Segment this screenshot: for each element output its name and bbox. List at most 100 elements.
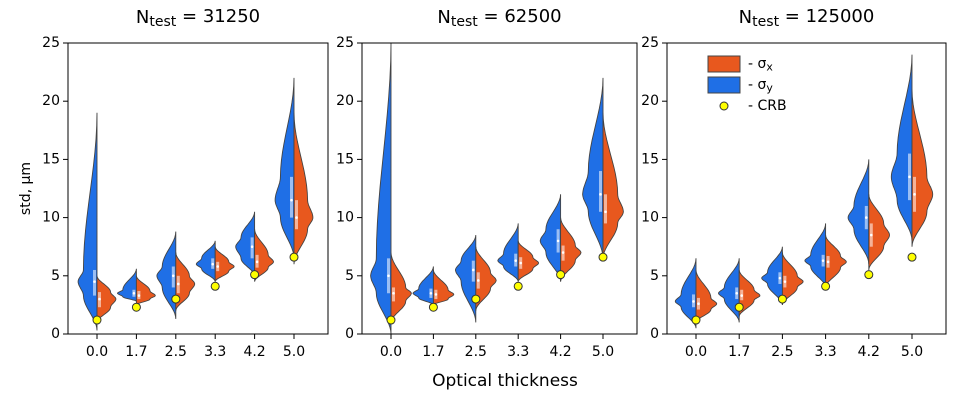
median-dot [93, 280, 96, 283]
y-tick-label: 25 [42, 35, 60, 51]
violin-half [432, 269, 455, 307]
chart-title: Ntest = 125000 [739, 6, 875, 30]
crb-point [171, 294, 181, 304]
y-tick-label: 20 [42, 93, 60, 109]
legend-label: - σy [748, 77, 773, 94]
x-tick-label: 5.0 [901, 344, 923, 360]
median-dot [870, 233, 873, 237]
plot-frame [666, 42, 947, 335]
crb-point [598, 252, 608, 262]
median-dot [250, 245, 254, 248]
crb-point [821, 281, 831, 291]
violin-half [781, 252, 804, 305]
x-tick-label: 4.2 [243, 344, 265, 360]
median-dot [556, 239, 560, 243]
crb-point [428, 302, 438, 312]
violin-half [454, 235, 477, 323]
chart-title-part: = 125000 [779, 6, 874, 27]
x-tick-label: 5.0 [592, 344, 614, 360]
violin-half [175, 252, 196, 311]
median-dot [295, 216, 298, 219]
legend-swatch [707, 55, 741, 73]
median-dot [255, 260, 259, 264]
median-dot [826, 260, 830, 264]
median-dot [519, 261, 522, 265]
violin-half [370, 42, 392, 335]
crb-point [864, 270, 874, 280]
median-dot [98, 297, 101, 301]
iqr-box [295, 200, 298, 230]
median-dot [434, 293, 438, 296]
violin-half [868, 194, 890, 271]
violin-half [517, 240, 540, 282]
violin-half [911, 89, 934, 247]
x-tick-label: 1.7 [422, 344, 444, 360]
violin-half [847, 159, 870, 265]
chart-title: Ntest = 62500 [437, 6, 561, 30]
median-dot [735, 291, 738, 295]
x-tick-label: 2.5 [165, 344, 187, 360]
median-dot [216, 265, 219, 268]
median-dot [913, 193, 916, 196]
median-dot [604, 210, 607, 214]
median-dot [132, 291, 136, 295]
y-tick-label: 0 [51, 326, 60, 342]
iqr-box [290, 176, 293, 218]
crb-point [210, 281, 220, 291]
chart-title-part: = 62500 [478, 6, 562, 27]
legend-label-part: - σ [748, 77, 767, 93]
legend-label-part: - CRB [748, 98, 787, 114]
y-tick-label: 15 [42, 151, 60, 167]
median-dot [783, 280, 787, 283]
median-dot [561, 251, 565, 254]
crb-point [92, 315, 102, 325]
y-tick-label: 15 [336, 151, 354, 167]
iqr-box [599, 171, 602, 212]
median-dot [137, 294, 141, 297]
crb-point [513, 281, 523, 291]
x-tick-label: 3.3 [507, 344, 529, 360]
legend-swatch [707, 76, 741, 94]
crb-point [907, 252, 917, 262]
violin-half [825, 235, 847, 288]
violin-half [77, 112, 98, 331]
violin-half [135, 275, 156, 307]
crb-point [471, 294, 481, 304]
median-dot [697, 302, 700, 306]
x-tick-label: 4.2 [549, 344, 571, 360]
crb-point [777, 294, 787, 304]
violin-half [156, 231, 177, 319]
x-tick-label: 2.5 [771, 344, 793, 360]
crb-point [734, 302, 744, 312]
median-dot [392, 291, 395, 295]
x-tick-label: 3.3 [814, 344, 836, 360]
x-tick-label: 1.7 [728, 344, 750, 360]
x-tick-label: 1.7 [125, 344, 147, 360]
chart-title-part: N [437, 7, 450, 28]
chart-title-part: test [752, 14, 779, 30]
crb-point [131, 302, 141, 312]
chart-title: Ntest = 31250 [136, 6, 260, 30]
legend-marker [719, 101, 729, 111]
x-tick-label: 0.0 [380, 344, 402, 360]
violin-half [235, 211, 256, 276]
median-dot [429, 291, 433, 295]
y-tick-label: 25 [641, 35, 659, 51]
violin-half [804, 223, 827, 288]
y-tick-label: 20 [641, 93, 659, 109]
violin-half [195, 240, 216, 282]
y-tick-label: 15 [641, 151, 659, 167]
violin-half [674, 258, 697, 329]
median-dot [172, 274, 175, 278]
plot-frame [361, 42, 638, 335]
y-tick-label: 10 [641, 210, 659, 226]
violin-half [390, 252, 412, 323]
chart-title-part: N [136, 7, 149, 28]
crb-point [556, 270, 566, 280]
violin-half [214, 246, 235, 282]
y-tick-label: 5 [345, 268, 354, 284]
median-dot [477, 279, 480, 282]
crb-point [250, 270, 260, 280]
violin-half [890, 54, 913, 241]
